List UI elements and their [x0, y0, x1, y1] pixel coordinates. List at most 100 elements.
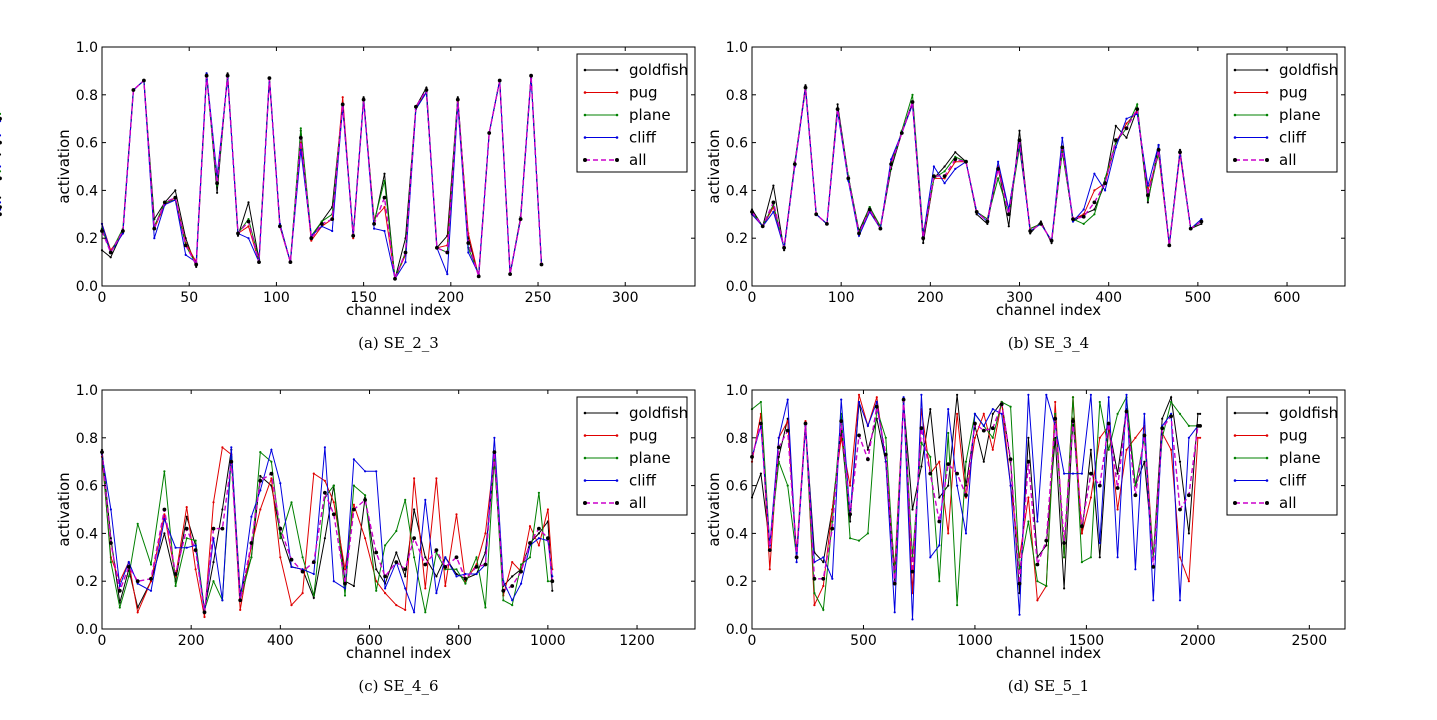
data-point: [1036, 599, 1039, 602]
data-point: [997, 160, 1000, 163]
panel-caption: (c) SE_4_6: [358, 677, 438, 695]
data-point: [920, 465, 923, 468]
data-point: [404, 608, 407, 612]
data-point: [484, 606, 487, 609]
data-point: [1050, 241, 1053, 245]
legend-marker: [1265, 113, 1269, 117]
data-point: [501, 588, 506, 593]
legend-marker: [583, 91, 587, 94]
y-tick-label: 1.0: [726, 383, 748, 399]
panel-caption: (a) SE_2_3: [358, 334, 439, 352]
x-tick-label: 250: [525, 290, 552, 306]
series-all: [0, 85, 1204, 250]
data-point: [0, 153, 2, 156]
data-point: [973, 421, 977, 426]
data-point: [974, 210, 979, 214]
data-point: [1170, 448, 1173, 451]
data-point: [1045, 584, 1048, 588]
legend-label-cliff: cliff: [1279, 472, 1307, 490]
y-tick-label: 0.6: [726, 479, 748, 495]
data-point: [279, 482, 282, 485]
data-point: [0, 212, 2, 217]
series-line-pug: [101, 75, 542, 281]
data-point: [508, 272, 512, 276]
y-tick-label: 0.0: [726, 622, 748, 638]
x-tick-label: 0: [98, 290, 107, 306]
data-point: [528, 541, 532, 545]
data-point: [813, 604, 816, 607]
data-point: [1061, 151, 1064, 154]
data-point: [152, 226, 157, 231]
series-plane: [100, 74, 543, 280]
y-tick-label: 0.2: [726, 574, 748, 590]
data-point: [991, 436, 994, 439]
data-point: [135, 579, 140, 584]
data-point: [404, 498, 407, 501]
plot-frame: [751, 389, 1346, 630]
data-point: [551, 589, 554, 592]
data-point: [238, 598, 243, 603]
data-point: [1134, 568, 1137, 571]
data-point: [230, 446, 233, 449]
data-point: [759, 421, 763, 426]
data-point: [1170, 400, 1173, 404]
legend-marker: [1265, 456, 1269, 460]
x-axis-label: channel index: [346, 644, 451, 662]
data-point: [529, 73, 533, 78]
series-cliff: [100, 72, 543, 281]
data-point: [136, 522, 139, 525]
data-point: [1071, 419, 1075, 423]
data-point: [1008, 457, 1013, 462]
data-point: [183, 243, 188, 248]
legend-label-all: all: [1279, 151, 1297, 169]
data-point: [1134, 436, 1137, 439]
data-point: [250, 556, 253, 559]
data-point: [444, 568, 447, 571]
legend-marker: [615, 479, 619, 482]
x-tick-label: 200: [917, 290, 944, 306]
x-tick-label: 300: [612, 290, 639, 306]
data-point: [299, 148, 302, 151]
data-point: [546, 536, 550, 541]
x-tick-label: 0: [748, 290, 757, 306]
data-point: [163, 532, 166, 535]
data-point: [310, 239, 313, 242]
legend: goldfish pug plane cliff all: [1226, 53, 1338, 173]
data-point: [185, 515, 188, 518]
data-point: [212, 580, 215, 583]
data-point: [511, 599, 514, 602]
data-point: [0, 140, 2, 145]
data-point: [919, 426, 924, 431]
data-point: [475, 572, 478, 576]
data-point: [259, 489, 262, 492]
data-point: [954, 151, 957, 154]
data-point: [239, 608, 242, 612]
data-point: [1116, 472, 1119, 475]
y-tick-label: 0.4: [726, 526, 748, 542]
data-point: [298, 135, 303, 140]
data-point: [783, 249, 786, 252]
data-point: [202, 610, 207, 615]
data-point: [947, 431, 950, 435]
data-point: [794, 555, 799, 560]
data-point: [121, 229, 125, 233]
data-point: [1071, 396, 1075, 399]
data-point: [511, 604, 514, 607]
data-point: [782, 245, 786, 250]
data-point: [404, 587, 407, 590]
data-point: [131, 88, 136, 92]
data-point: [153, 237, 156, 240]
legend-marker: [583, 136, 587, 139]
legend-marker: [1265, 136, 1269, 139]
data-point: [768, 568, 771, 571]
data-point: [1199, 219, 1204, 224]
x-tick-label: 400: [1095, 290, 1122, 306]
data-point: [364, 470, 367, 473]
legend-marker: [583, 479, 587, 482]
data-point: [1063, 587, 1066, 590]
data-point: [246, 219, 251, 224]
data-point: [943, 170, 946, 173]
data-point: [928, 471, 933, 476]
data-point: [476, 274, 481, 279]
data-point: [848, 512, 852, 517]
